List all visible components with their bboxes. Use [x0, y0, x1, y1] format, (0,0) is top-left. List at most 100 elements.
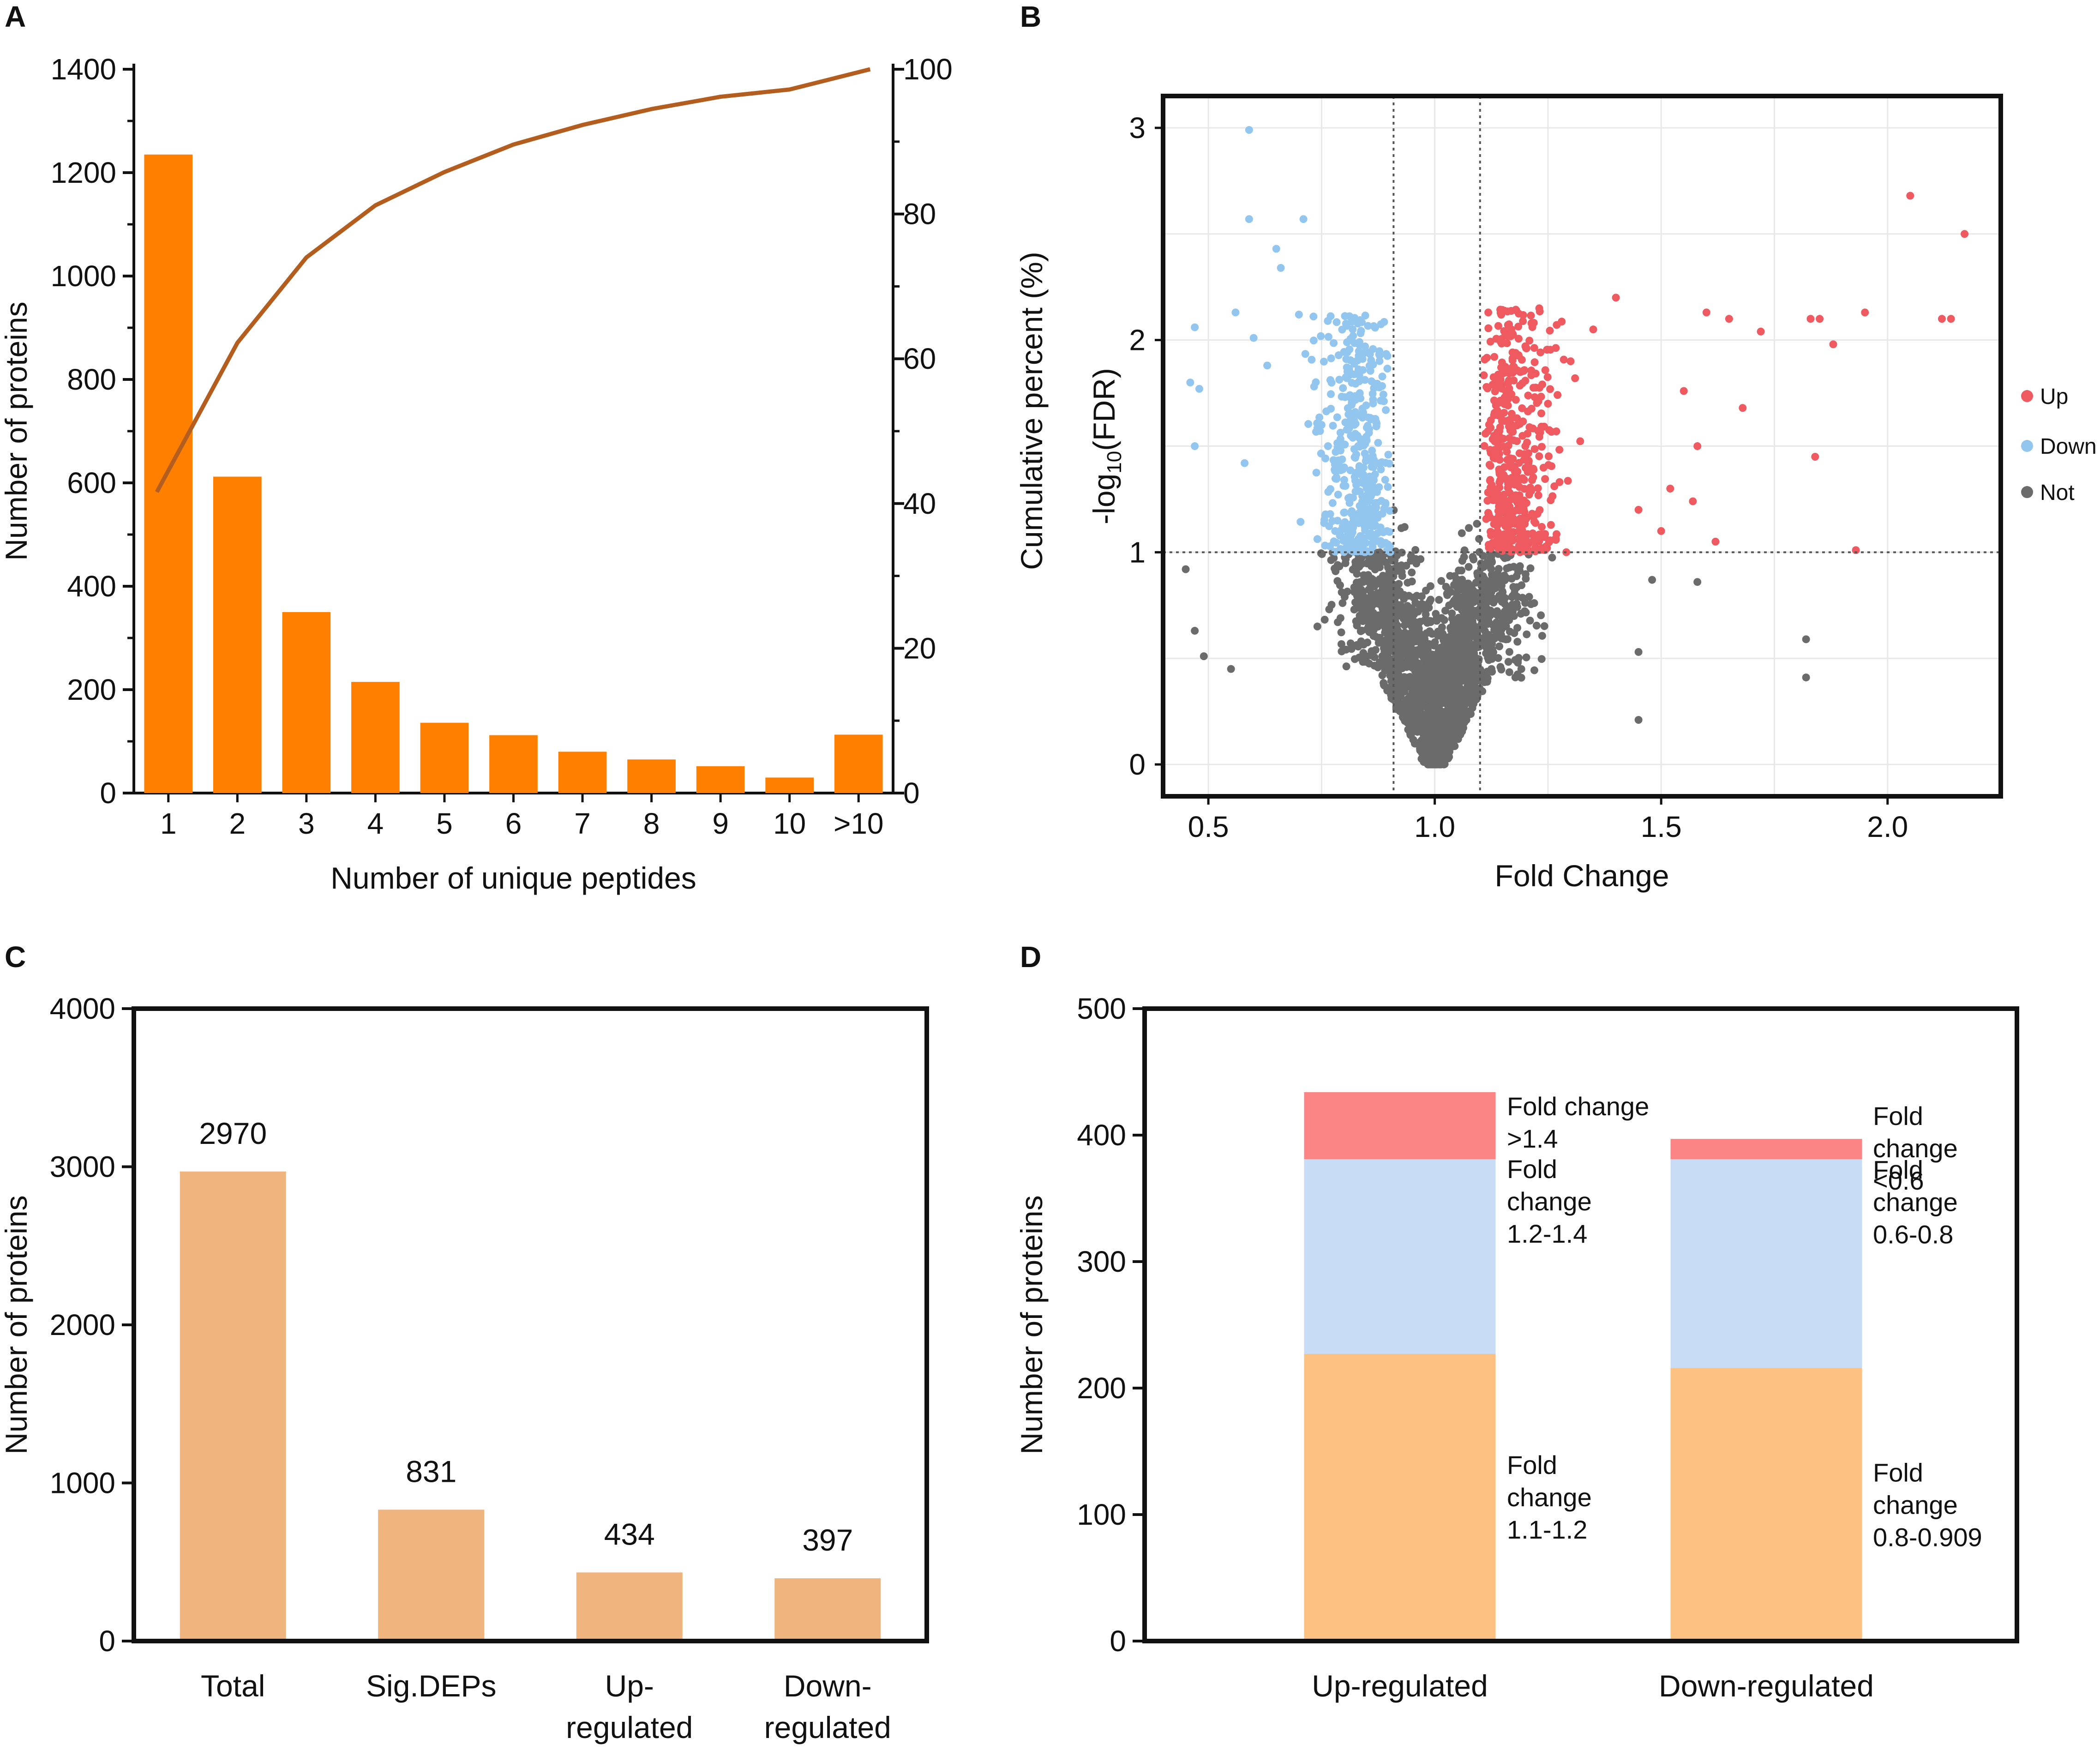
data-point	[1495, 642, 1504, 650]
data-point	[1506, 463, 1515, 471]
data-point	[1497, 412, 1505, 420]
data-point	[1385, 459, 1393, 468]
data-point	[1485, 656, 1493, 664]
data-point	[1422, 664, 1430, 672]
data-point	[1374, 622, 1382, 631]
data-point	[1529, 424, 1537, 433]
data-point	[1365, 429, 1373, 437]
data-point	[1361, 523, 1369, 531]
data-point	[1417, 755, 1426, 763]
y2-tick-label: 0	[903, 776, 920, 810]
data-point	[1534, 397, 1542, 406]
data-point	[1460, 553, 1468, 561]
data-point	[1353, 356, 1362, 365]
data-point	[1341, 482, 1350, 490]
data-point	[1479, 611, 1488, 619]
data-point	[1377, 465, 1385, 474]
data-point	[1379, 391, 1387, 399]
data-point	[1482, 515, 1490, 523]
y-axis-title-suffix: (FDR)	[1087, 368, 1121, 451]
y-tick-label: 100	[1077, 1498, 1126, 1531]
bar	[558, 752, 607, 793]
data-point	[1386, 507, 1394, 515]
data-point	[1483, 668, 1492, 676]
data-point	[1486, 476, 1494, 485]
segment-label: 0.8-0.909	[1873, 1522, 1982, 1552]
data-point	[1327, 390, 1335, 398]
data-point	[1514, 322, 1523, 331]
data-point	[1383, 364, 1392, 373]
data-point	[1525, 593, 1533, 601]
data-point	[1378, 671, 1386, 680]
data-point	[1725, 315, 1733, 323]
bar	[180, 1171, 286, 1641]
x-tick-label: 2.0	[1867, 810, 1908, 843]
data-point	[1374, 595, 1382, 603]
data-point	[1371, 565, 1379, 574]
data-point	[1515, 526, 1524, 535]
data-point	[1566, 357, 1575, 366]
x-tick-label: 6	[505, 807, 522, 840]
data-point	[1514, 520, 1523, 529]
data-point	[1469, 686, 1477, 694]
data-point	[1343, 338, 1351, 347]
data-point	[1395, 648, 1404, 656]
data-point	[1470, 555, 1478, 564]
plot-frame	[1142, 1006, 2019, 1643]
data-point	[1329, 421, 1337, 430]
data-point	[1309, 337, 1318, 345]
y-tick-label: 1000	[50, 1467, 115, 1500]
data-point	[1372, 504, 1380, 512]
data-point	[1446, 736, 1455, 745]
data-point	[1513, 475, 1521, 484]
data-point	[1518, 355, 1526, 364]
data-point	[1352, 578, 1361, 587]
x-axis-title: Fold Change	[1495, 859, 1669, 893]
data-point	[1483, 620, 1492, 628]
data-point	[1508, 348, 1517, 356]
bar-value-label: 434	[604, 1517, 655, 1551]
data-point	[1451, 572, 1459, 580]
data-point	[1552, 427, 1560, 435]
data-point	[1437, 577, 1446, 585]
x-tick-label: 2	[229, 807, 246, 840]
x-tick-label: 10	[773, 807, 806, 840]
data-point	[1461, 615, 1469, 623]
data-point	[1421, 717, 1429, 725]
data-point	[1356, 627, 1365, 635]
bar	[420, 722, 469, 793]
data-point	[1299, 215, 1308, 223]
data-point	[1363, 421, 1372, 430]
data-point	[1530, 344, 1538, 352]
data-point	[1435, 663, 1443, 672]
data-point	[1317, 421, 1326, 429]
data-point	[1334, 490, 1342, 499]
data-point	[1487, 565, 1495, 573]
data-point	[1361, 312, 1369, 320]
data-point	[1345, 424, 1353, 433]
stacked-bar-segment	[1670, 1368, 1862, 1641]
data-point	[1471, 656, 1480, 665]
data-point	[1612, 294, 1620, 302]
data-point	[1341, 418, 1350, 427]
data-point	[1548, 462, 1556, 470]
data-point	[1494, 654, 1502, 662]
panel-d-chart: 0100200300400500Foldchange1.1-1.2Foldcha…	[1014, 992, 2019, 1703]
data-point	[1245, 215, 1253, 223]
y2-tick-label: 80	[903, 198, 936, 231]
data-point	[1434, 720, 1442, 728]
data-point	[1376, 397, 1385, 405]
data-point	[1504, 401, 1512, 409]
data-point	[1428, 684, 1437, 692]
data-point	[1431, 734, 1439, 743]
data-point	[1475, 535, 1483, 543]
data-point	[1528, 323, 1536, 331]
data-point	[1407, 622, 1416, 630]
data-point	[1455, 566, 1463, 575]
data-point	[1359, 649, 1368, 657]
data-point	[1520, 475, 1528, 484]
data-point	[1375, 459, 1383, 468]
data-point	[1317, 449, 1325, 457]
data-point	[1334, 466, 1343, 475]
data-point	[1516, 381, 1524, 390]
